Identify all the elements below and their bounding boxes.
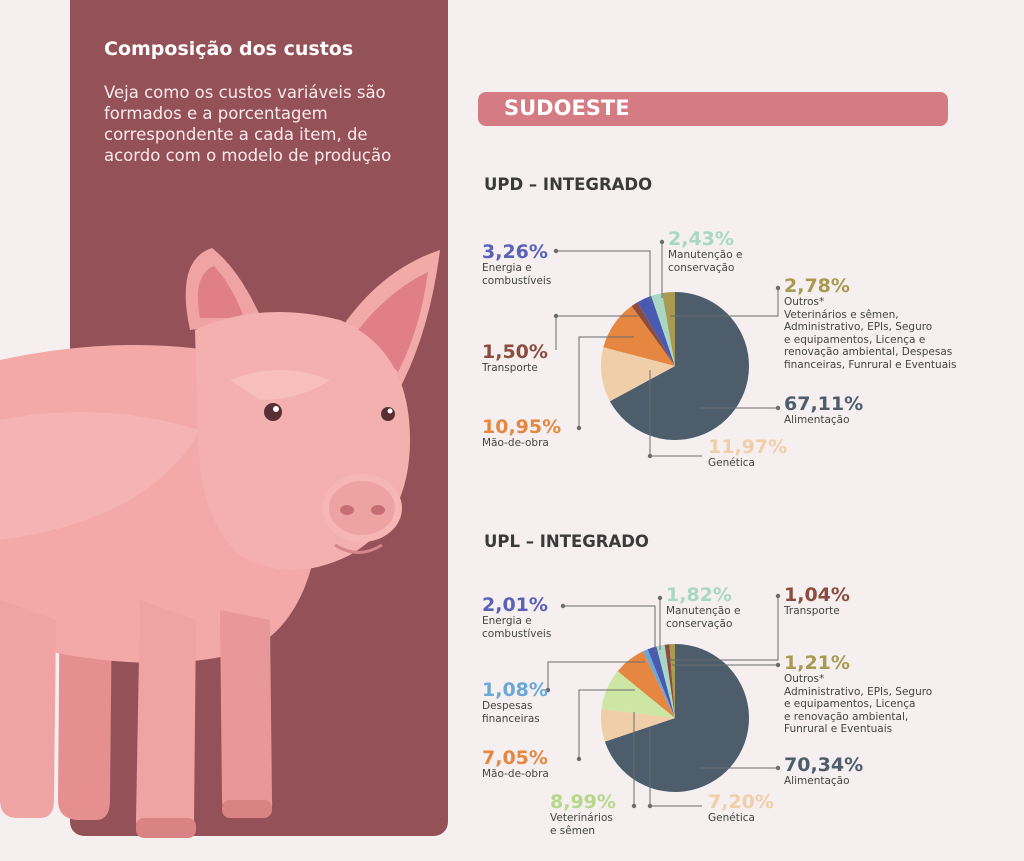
- leader-line-maodeobra: [578, 689, 635, 759]
- slice-label-alimentacao: 70,34% Alimentação: [784, 755, 863, 788]
- pie-slice-genetica: [601, 708, 675, 742]
- slice-percent: 7,20%: [708, 791, 774, 813]
- leader-dot-maodeobra: [576, 756, 582, 762]
- slice-label-manutencao: 1,82% Manutenção e conservação: [666, 585, 740, 630]
- pig-illustration: [0, 248, 440, 838]
- slice-percent: 1,82%: [666, 584, 732, 606]
- slice-label-energia: 3,26% Energia e combustíveis: [482, 242, 551, 287]
- slice-name: Alimentação: [784, 414, 850, 426]
- slice-label-transporte: 1,50% Transporte: [482, 342, 548, 375]
- pie-slice-maodeobra: [603, 306, 675, 366]
- leader-line-energia: [563, 605, 656, 652]
- leader-dot-manutencao: [659, 239, 665, 245]
- leader-dot-alimentacao: [775, 405, 781, 411]
- slice-name: Manutenção e conservação: [666, 605, 741, 630]
- leader-dot-genetica: [647, 803, 653, 809]
- slice-percent: 8,99%: [550, 791, 616, 813]
- pie-slice-veterinarios: [601, 671, 675, 718]
- slice-label-maodeobra: 10,95% Mão-de-obra: [482, 417, 561, 450]
- chart-title-upd: UPD – INTEGRADO: [484, 175, 653, 194]
- slice-percent: 3,26%: [482, 241, 548, 263]
- region-banner: SUDOESTE: [478, 92, 948, 126]
- leader-dot-outros: [775, 285, 781, 291]
- slice-percent: 2,78%: [784, 275, 850, 297]
- slice-percent: 1,21%: [784, 652, 850, 674]
- slice-label-transporte: 1,04% Transporte: [784, 585, 850, 618]
- slice-name: Energia e combustíveis: [482, 262, 552, 287]
- pie-slice-genetica: [601, 347, 675, 402]
- slice-label-genetica: 11,97% Genética: [708, 437, 787, 470]
- slice-label-manutencao: 2,43% Manutenção e conservação: [668, 229, 742, 274]
- slice-percent: 2,01%: [482, 594, 548, 616]
- slice-percent: 11,97%: [708, 436, 788, 458]
- slice-name: Veterinários e sêmen: [550, 812, 613, 837]
- slice-percent: 10,95%: [482, 416, 562, 438]
- pie-slice-alimentacao: [604, 644, 750, 792]
- leader-dot-genetica: [647, 453, 653, 459]
- slice-name: Mão-de-obra: [482, 768, 549, 780]
- leader-line-outros: [670, 288, 779, 317]
- leader-dot-energia: [553, 248, 559, 254]
- slice-name: Transporte: [784, 605, 840, 617]
- slice-label-alimentacao: 67,11% Alimentação: [784, 394, 863, 427]
- slice-name: Transporte: [482, 362, 538, 374]
- pie-slice-transporte: [631, 302, 675, 366]
- pie-slice-outros: [662, 292, 675, 366]
- leader-dot-outros: [775, 662, 781, 668]
- leader-line-energia: [556, 250, 651, 302]
- slice-name: Manutenção e conservação: [668, 249, 743, 274]
- panel-intro: Veja como os custos variáveis são formad…: [104, 83, 392, 165]
- slice-percent: 2,43%: [668, 228, 734, 250]
- slice-name: Mão-de-obra: [482, 437, 549, 449]
- leader-dot-despesas: [545, 687, 551, 693]
- pie-chart-upd: [553, 239, 781, 459]
- slice-name: Outros* Veterinários e sêmen, Administra…: [784, 296, 957, 371]
- panel-title: Composição dos custos: [104, 38, 354, 60]
- slice-percent: 1,04%: [784, 584, 850, 606]
- leader-dot-transporte: [553, 313, 559, 319]
- pie-slice-energia: [647, 646, 675, 718]
- slice-percent: 1,50%: [482, 341, 548, 363]
- pie-slice-alimentacao: [609, 292, 749, 440]
- leader-dot-energia: [560, 603, 566, 609]
- slice-name: Genética: [708, 457, 755, 469]
- pie-slice-manutencao: [656, 644, 675, 718]
- slice-name: Energia e combustíveis: [482, 615, 552, 640]
- leader-line-despesas: [547, 661, 645, 690]
- leader-dot-alimentacao: [775, 765, 781, 771]
- slice-name: Outros* Administrativo, EPIs, Seguro e e…: [784, 673, 933, 735]
- slice-percent: 70,34%: [784, 754, 864, 776]
- pie-slice-outros: [669, 644, 675, 718]
- slice-percent: 7,05%: [482, 747, 548, 769]
- leader-dot-veterinarios: [631, 803, 637, 809]
- pie-slice-energia: [637, 295, 675, 366]
- pie-slice-maodeobra: [617, 651, 675, 718]
- leader-dot-transporte: [775, 593, 781, 599]
- leader-dot-manutencao: [657, 595, 663, 601]
- slice-label-outros: 1,21% Outros* Administrativo, EPIs, Segur…: [784, 653, 932, 736]
- slice-name: Alimentação: [784, 775, 850, 787]
- slice-label-genetica: 7,20% Genética: [708, 792, 774, 825]
- leader-dot-maodeobra: [576, 425, 582, 431]
- slice-percent: 1,08%: [482, 679, 548, 701]
- slice-percent: 67,11%: [784, 393, 864, 415]
- pie-slice-transporte: [664, 644, 675, 718]
- slice-label-despesas: 1,08% Despesas financeiras: [482, 680, 548, 725]
- pie-slice-manutencao: [651, 293, 675, 366]
- slice-label-veterinarios: 8,99% Veterinários e sêmen: [550, 792, 616, 837]
- slice-label-outros: 2,78% Outros* Veterinários e sêmen, Admin…: [784, 276, 957, 371]
- slice-name: Genética: [708, 812, 755, 824]
- slice-label-maodeobra: 7,05% Mão-de-obra: [482, 748, 549, 781]
- pie-slice-despesas: [643, 649, 675, 718]
- chart-title-upl: UPL – INTEGRADO: [484, 532, 649, 551]
- slice-name: Despesas financeiras: [482, 700, 540, 725]
- leader-line-transporte: [668, 596, 779, 661]
- pie-chart-upl: [545, 593, 781, 809]
- slice-label-energia: 2,01% Energia e combustíveis: [482, 595, 551, 640]
- leader-line-maodeobra: [578, 336, 634, 428]
